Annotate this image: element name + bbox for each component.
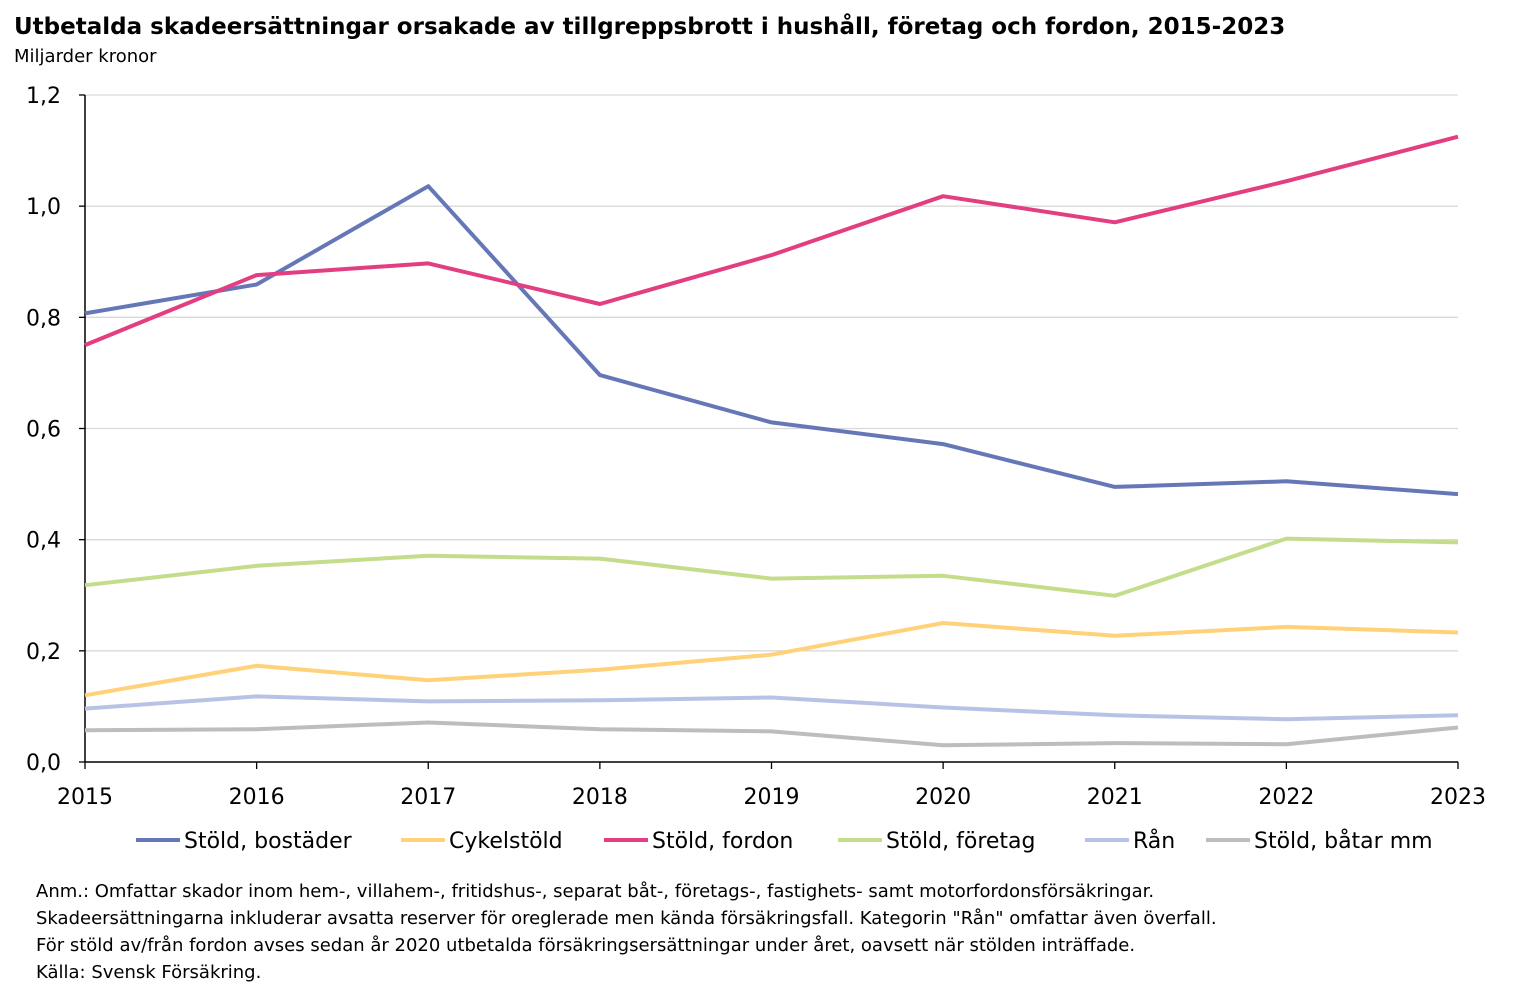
x-tick-label: 2019	[744, 785, 800, 810]
chart-subtitle: Miljarder kronor	[14, 46, 157, 67]
legend-label: Cykelstöld	[449, 829, 563, 854]
y-tick-label: 0,0	[26, 751, 61, 776]
y-tick-label: 1,0	[26, 195, 61, 220]
x-tick-label: 2023	[1430, 785, 1486, 810]
series-line	[84, 536, 1459, 598]
x-tick-label: 2016	[229, 785, 285, 810]
legend-label: Stöld, bostäder	[184, 829, 353, 854]
x-tick-label: 2015	[57, 785, 113, 810]
legend-label: Stöld, fordon	[652, 829, 793, 854]
x-tick-label: 2022	[1258, 785, 1314, 810]
y-tick-label: 0,2	[26, 640, 61, 665]
x-tick-label: 2021	[1087, 785, 1143, 810]
footnote-line: Anm.: Omfattar skador inom hem-, villahe…	[36, 881, 1155, 902]
series-line	[84, 134, 1459, 347]
footnote-line: Källa: Svensk Försäkring.	[36, 962, 262, 983]
line-chart: 0,0 0,2 0,4 0,6 0,8 1,0 1,2 2015 2016 2017 2018 201…	[26, 84, 1486, 854]
y-tick-label: 0,4	[26, 529, 61, 554]
series-line	[84, 694, 1459, 722]
x-tick-label: 2020	[915, 785, 971, 810]
footnotes: Anm.: Omfattar skador inom hem-, villahe…	[36, 878, 1217, 986]
y-tick-label: 0,6	[26, 418, 61, 443]
legend-label: Rån	[1133, 828, 1175, 854]
x-tick-label: 2017	[400, 785, 456, 810]
y-tick-label: 0,8	[26, 306, 61, 331]
y-tick-label: 1,2	[26, 84, 61, 109]
series-line	[84, 184, 1459, 497]
footnote-line: För stöld av/från fordon avses sedan år …	[36, 935, 1136, 956]
series-line	[84, 621, 1459, 698]
chart-title: Utbetalda skadeersättningar orsakade av …	[14, 14, 1286, 40]
legend-label: Stöld, båtar mm	[1254, 828, 1433, 854]
x-tick-label: 2018	[572, 785, 628, 810]
legend-label: Stöld, företag	[886, 829, 1036, 854]
footnote-line: Skadeersättningarna inkluderar avsatta r…	[36, 908, 1217, 929]
series-line	[84, 720, 1459, 748]
